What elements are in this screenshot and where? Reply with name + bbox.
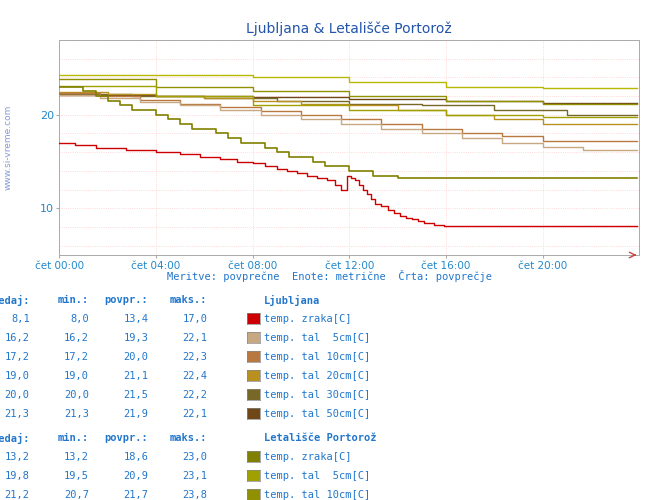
Text: povpr.:: povpr.:: [105, 433, 148, 443]
Text: 23,0: 23,0: [183, 452, 208, 462]
Text: 17,2: 17,2: [64, 352, 89, 362]
Text: 23,8: 23,8: [183, 490, 208, 500]
Title: Ljubljana & Letališče Portorož: Ljubljana & Letališče Portorož: [246, 22, 452, 36]
Text: 21,9: 21,9: [123, 409, 148, 419]
Text: 13,2: 13,2: [64, 452, 89, 462]
Text: sedaj:: sedaj:: [0, 433, 30, 444]
Text: 21,1: 21,1: [123, 371, 148, 381]
Text: Letališče Portorož: Letališče Portorož: [264, 433, 376, 443]
Text: 8,0: 8,0: [71, 314, 89, 324]
Text: 19,0: 19,0: [5, 371, 30, 381]
Text: temp. tal  5cm[C]: temp. tal 5cm[C]: [264, 471, 370, 481]
Text: Meritve: povprečne  Enote: metrične  Črta: povprečje: Meritve: povprečne Enote: metrične Črta:…: [167, 270, 492, 282]
Text: 16,2: 16,2: [5, 333, 30, 343]
Text: temp. tal 10cm[C]: temp. tal 10cm[C]: [264, 490, 370, 500]
Text: 21,2: 21,2: [5, 490, 30, 500]
Text: temp. zraka[C]: temp. zraka[C]: [264, 314, 351, 324]
Text: 23,1: 23,1: [183, 471, 208, 481]
Text: 22,3: 22,3: [183, 352, 208, 362]
Text: 22,4: 22,4: [183, 371, 208, 381]
Text: 13,2: 13,2: [5, 452, 30, 462]
Text: 17,2: 17,2: [5, 352, 30, 362]
Text: 20,0: 20,0: [64, 390, 89, 400]
Text: 20,0: 20,0: [123, 352, 148, 362]
Text: 16,2: 16,2: [64, 333, 89, 343]
Text: 8,1: 8,1: [11, 314, 30, 324]
Text: temp. tal 20cm[C]: temp. tal 20cm[C]: [264, 371, 370, 381]
Text: temp. tal 30cm[C]: temp. tal 30cm[C]: [264, 390, 370, 400]
Text: temp. tal 10cm[C]: temp. tal 10cm[C]: [264, 352, 370, 362]
Text: temp. tal  5cm[C]: temp. tal 5cm[C]: [264, 333, 370, 343]
Text: 13,4: 13,4: [123, 314, 148, 324]
Text: 22,1: 22,1: [183, 409, 208, 419]
Text: 18,6: 18,6: [123, 452, 148, 462]
Text: 21,7: 21,7: [123, 490, 148, 500]
Text: 19,8: 19,8: [5, 471, 30, 481]
Text: 21,3: 21,3: [64, 409, 89, 419]
Text: povpr.:: povpr.:: [105, 295, 148, 305]
Text: 22,1: 22,1: [183, 333, 208, 343]
Text: www.si-vreme.com: www.si-vreme.com: [3, 105, 13, 190]
Text: 19,3: 19,3: [123, 333, 148, 343]
Text: maks.:: maks.:: [170, 433, 208, 443]
Text: 19,0: 19,0: [64, 371, 89, 381]
Text: min.:: min.:: [58, 433, 89, 443]
Text: sedaj:: sedaj:: [0, 295, 30, 306]
Text: 20,0: 20,0: [5, 390, 30, 400]
Text: 21,5: 21,5: [123, 390, 148, 400]
Text: 20,7: 20,7: [64, 490, 89, 500]
Text: maks.:: maks.:: [170, 295, 208, 305]
Text: Ljubljana: Ljubljana: [264, 295, 320, 306]
Text: 21,3: 21,3: [5, 409, 30, 419]
Text: 20,9: 20,9: [123, 471, 148, 481]
Text: min.:: min.:: [58, 295, 89, 305]
Text: temp. tal 50cm[C]: temp. tal 50cm[C]: [264, 409, 370, 419]
Text: 19,5: 19,5: [64, 471, 89, 481]
Text: 22,2: 22,2: [183, 390, 208, 400]
Text: 17,0: 17,0: [183, 314, 208, 324]
Text: temp. zraka[C]: temp. zraka[C]: [264, 452, 351, 462]
